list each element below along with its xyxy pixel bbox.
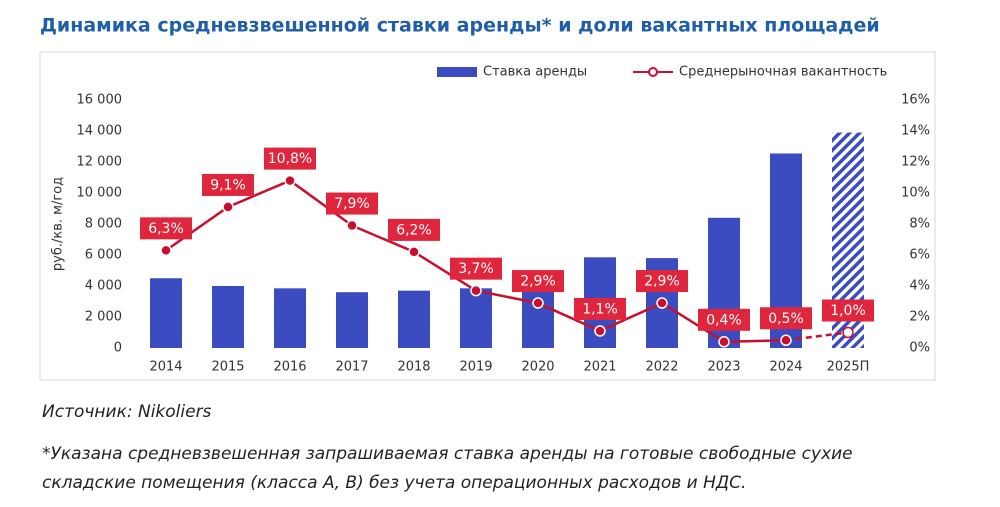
value-label-box: [450, 257, 502, 280]
y2-tick-label: 12%: [901, 155, 930, 170]
value-label-box: [822, 299, 874, 322]
bar: [398, 290, 430, 348]
value-label-box: [388, 218, 440, 241]
value-label: 6,2%: [396, 222, 432, 238]
bar: [336, 292, 368, 348]
value-label: 2,9%: [644, 274, 680, 290]
y-tick-label: 4 000: [85, 279, 122, 294]
y-tick-label: 12 000: [77, 155, 123, 170]
value-label: 7,9%: [334, 196, 370, 212]
y-tick-label: 6 000: [85, 248, 122, 263]
bar: [522, 287, 554, 348]
y2-tick-label: 6%: [909, 248, 930, 263]
line-marker: [408, 246, 420, 258]
value-label: 9,1%: [210, 177, 246, 193]
x-tick-label: 2018: [397, 360, 430, 375]
line-marker: [222, 201, 234, 213]
value-label: 2,9%: [520, 274, 556, 290]
y2-tick-label: 8%: [909, 217, 930, 232]
value-label-box: [202, 173, 254, 196]
forecast-line: [785, 331, 849, 342]
x-tick-label: 2025П: [827, 360, 870, 375]
y2-tick-label: 14%: [901, 124, 930, 139]
chart: Динамика средневзвешенной ставки аренды*…: [39, 15, 936, 381]
y2-tick-label: 16%: [901, 93, 930, 108]
line-marker: [656, 297, 668, 309]
value-label: 1,0%: [830, 303, 866, 319]
value-label: 10,8%: [268, 151, 312, 167]
line-marker: [842, 326, 854, 339]
y2-tick-label: 10%: [901, 186, 930, 201]
bar: [212, 286, 244, 348]
y2-tick-label: 4%: [909, 279, 930, 294]
x-tick-label: 2021: [583, 360, 616, 375]
bar: [460, 288, 492, 348]
line-marker: [532, 297, 544, 309]
line-marker: [470, 284, 482, 297]
y-tick-label: 16 000: [77, 93, 123, 108]
x-tick-label: 2017: [335, 360, 368, 375]
value-label: 6,3%: [148, 221, 184, 237]
value-label: 0,5%: [768, 311, 804, 327]
value-label-box: [698, 308, 750, 331]
source: Источник: Nikoliers: [42, 402, 212, 422]
y-axis-label: руб./кв. м/год: [51, 177, 66, 271]
y-tick-label: 10 000: [77, 186, 123, 201]
legend-marker: [648, 67, 658, 77]
value-label-box: [760, 307, 812, 330]
line-marker: [718, 336, 730, 348]
chart-frame: [39, 51, 936, 381]
y2-tick-label: 2%: [909, 310, 930, 325]
x-tick-label: 2024: [769, 360, 802, 375]
line-marker: [780, 334, 792, 346]
y-tick-label: 14 000: [77, 124, 123, 139]
x-tick-label: 2020: [521, 360, 554, 375]
value-label-box: [636, 270, 688, 293]
value-label: 1,1%: [582, 301, 618, 317]
x-tick-label: 2023: [707, 360, 740, 375]
chart-title: Динамика средневзвешенной ставки аренды*…: [40, 15, 880, 37]
line-marker: [160, 244, 172, 257]
value-label-box: [264, 147, 316, 170]
line-marker: [346, 219, 358, 232]
y2-tick-label: 0%: [909, 341, 930, 356]
value-label-box: [512, 270, 564, 293]
line-marker: [284, 174, 296, 187]
value-label-box: [574, 297, 626, 320]
y-tick-label: 8 000: [85, 217, 122, 232]
x-tick-label: 2014: [149, 360, 182, 375]
y-tick-label: 0: [114, 341, 122, 356]
value-label: 0,4%: [706, 312, 742, 328]
legend-swatch: [437, 67, 477, 77]
x-tick-label: 2015: [211, 360, 244, 375]
footnote: *Указана средневзвешенная запрашиваемая …: [42, 444, 853, 493]
bar: [150, 278, 182, 348]
x-tick-label: 2016: [273, 360, 306, 375]
x-tick-label: 2019: [459, 360, 492, 375]
value-label-box: [326, 192, 378, 215]
value-label-box: [140, 217, 192, 240]
value-label: 3,7%: [458, 261, 494, 277]
legend-label: Среднерыночная вакантность: [679, 65, 887, 80]
y-tick-label: 2 000: [85, 310, 122, 325]
x-tick-label: 2022: [645, 360, 678, 375]
line-marker: [594, 325, 606, 337]
legend-label: Ставка аренды: [483, 65, 587, 80]
bar: [274, 288, 306, 348]
